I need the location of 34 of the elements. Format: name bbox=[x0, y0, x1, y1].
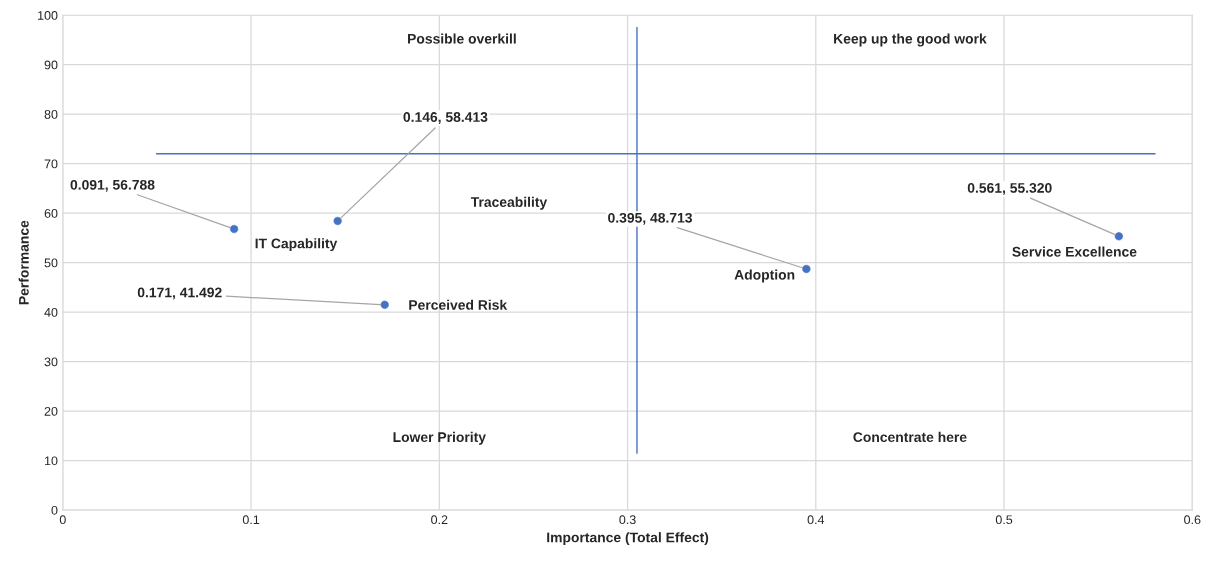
y-tick-label: 50 bbox=[44, 258, 58, 268]
x-tick-label: 0 bbox=[59, 515, 66, 525]
y-tick-label: 30 bbox=[44, 357, 58, 367]
data-label: 0.146, 58.413 bbox=[403, 112, 488, 124]
x-axis-title: Importance (Total Effect) bbox=[547, 532, 709, 546]
y-tick-label: 100 bbox=[38, 11, 58, 20]
data-label: 0.561, 55.320 bbox=[967, 182, 1052, 195]
x-tick-label: 0.5 bbox=[995, 515, 1013, 525]
x-tick-label: 0.2 bbox=[431, 515, 448, 525]
data-label: 0.395, 48.713 bbox=[608, 212, 693, 225]
annotation: Concentrate here bbox=[853, 431, 967, 443]
y-tick-label: 60 bbox=[44, 208, 58, 218]
annotation: Possible overkill bbox=[408, 33, 516, 44]
x-tick-label: 0.4 bbox=[807, 515, 825, 525]
x-tick-label: 0.3 bbox=[619, 515, 636, 525]
y-tick-label: 70 bbox=[44, 159, 58, 169]
y-tick-label: 20 bbox=[44, 406, 58, 416]
annotation: Adoption bbox=[734, 269, 795, 283]
y-tick-label: 0 bbox=[51, 505, 58, 515]
annotation: Traceability bbox=[470, 196, 548, 210]
annotation: Service Excellence bbox=[1012, 246, 1137, 257]
x-tick-label: 0.1 bbox=[242, 515, 260, 525]
y-axis-title: Performance bbox=[18, 220, 29, 305]
y-tick-label: 40 bbox=[44, 307, 58, 317]
annotation: Lower Priority bbox=[393, 431, 486, 445]
annotation: IT Capability bbox=[255, 238, 338, 252]
annotation: Perceived Risk bbox=[409, 299, 508, 310]
data-label: 0.091, 56.788 bbox=[70, 179, 155, 192]
annotation: Keep up the good work bbox=[834, 33, 987, 47]
y-tick-label: 10 bbox=[45, 456, 58, 466]
data-label: 0.171, 41.492 bbox=[137, 287, 222, 300]
x-tick-label: 0.6 bbox=[1184, 515, 1201, 525]
y-tick-label: 90 bbox=[44, 60, 58, 70]
y-tick-label: 80 bbox=[44, 109, 58, 119]
